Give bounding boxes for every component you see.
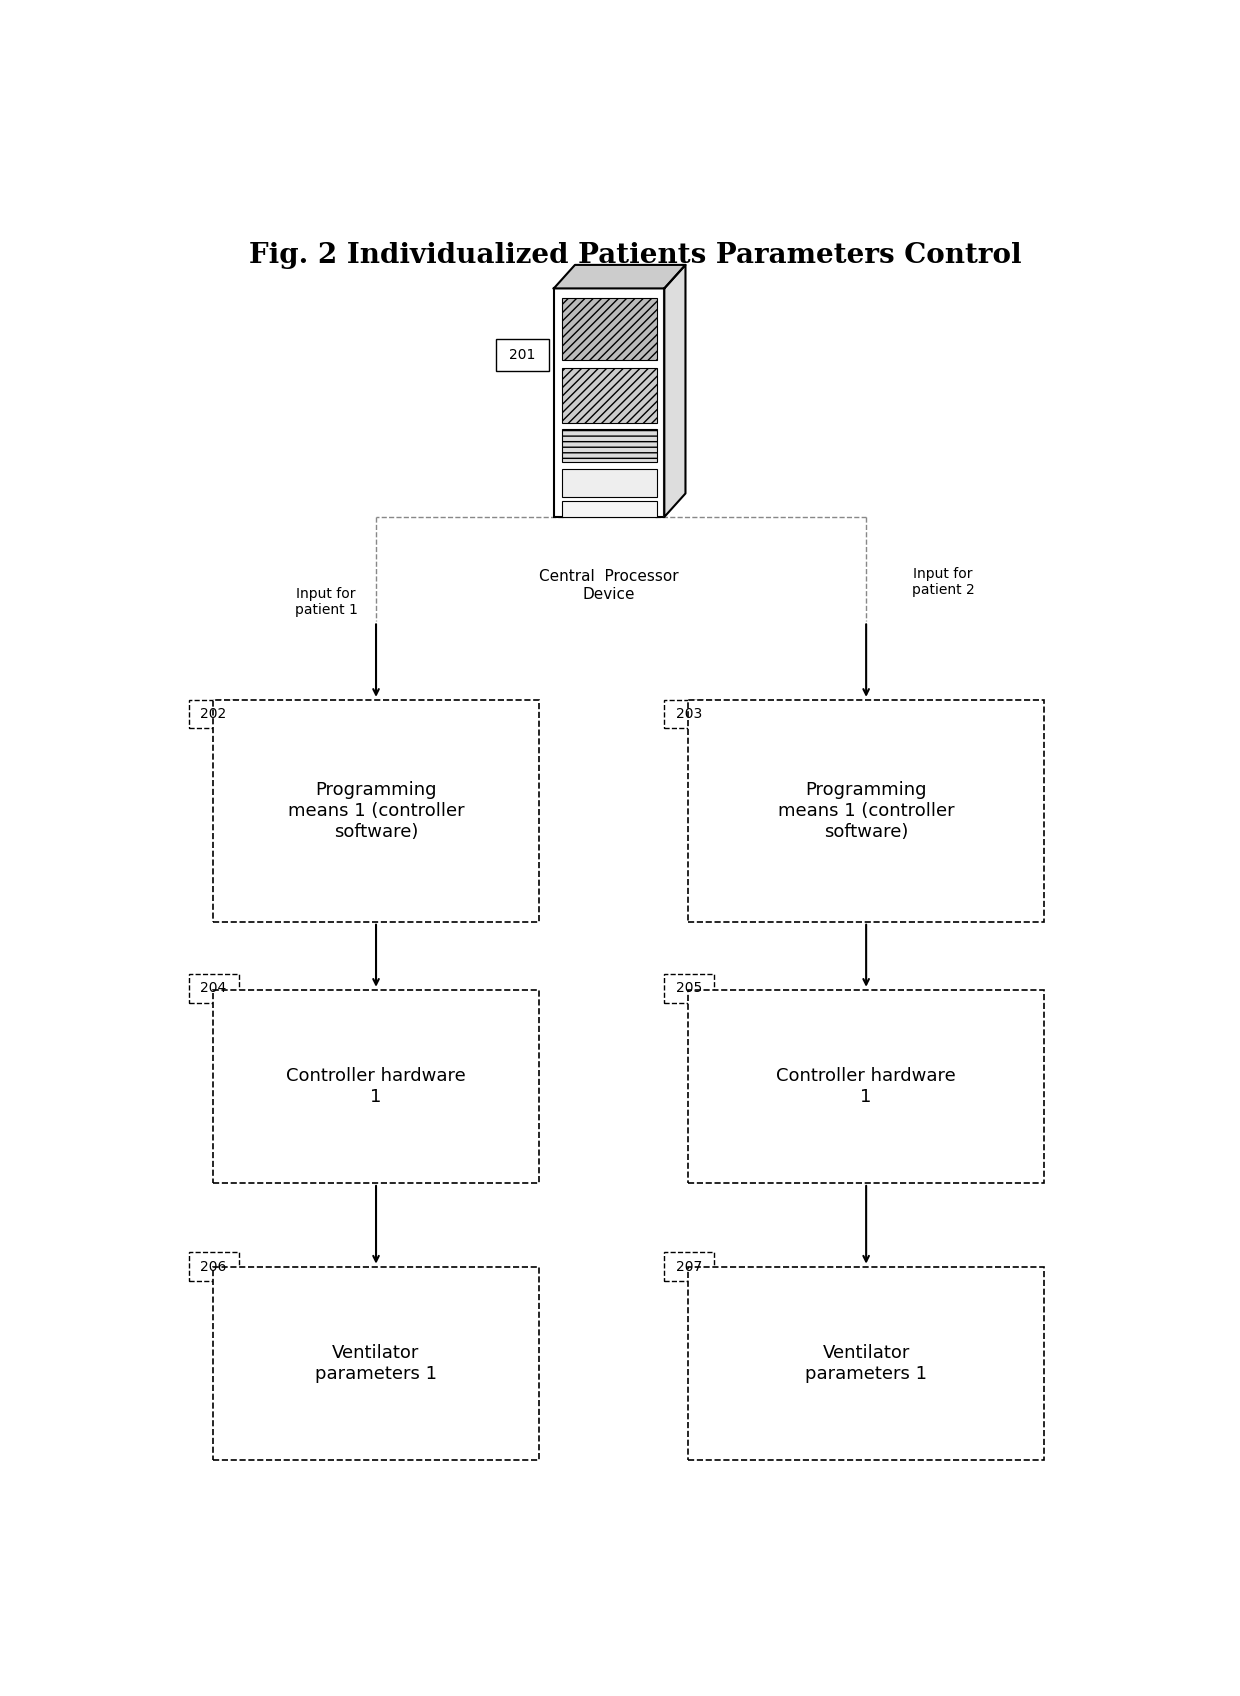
Text: 207: 207 <box>676 1260 702 1274</box>
Text: 202: 202 <box>201 707 227 721</box>
Bar <box>562 502 657 517</box>
Polygon shape <box>665 265 686 517</box>
Bar <box>213 700 539 923</box>
Text: Controller hardware
1: Controller hardware 1 <box>776 1067 956 1106</box>
Text: Programming
means 1 (controller
software): Programming means 1 (controller software… <box>777 780 955 841</box>
Text: 201: 201 <box>510 348 536 361</box>
Text: Ventilator
parameters 1: Ventilator parameters 1 <box>315 1343 436 1382</box>
Text: 206: 206 <box>201 1260 227 1274</box>
Bar <box>562 468 657 497</box>
Bar <box>562 297 657 360</box>
Text: Controller hardware
1: Controller hardware 1 <box>286 1067 466 1106</box>
Text: Input for
patient 1: Input for patient 1 <box>295 587 357 617</box>
Bar <box>688 990 1044 1184</box>
Text: 204: 204 <box>201 982 227 996</box>
Bar <box>562 368 657 422</box>
Text: Ventilator
parameters 1: Ventilator parameters 1 <box>805 1343 928 1382</box>
Bar <box>554 288 665 517</box>
Text: Programming
means 1 (controller
software): Programming means 1 (controller software… <box>288 780 464 841</box>
Bar <box>665 1252 714 1280</box>
Bar <box>665 974 714 1002</box>
Bar <box>188 1252 238 1280</box>
Bar <box>665 700 714 729</box>
Text: Central  Processor
Device: Central Processor Device <box>538 570 678 602</box>
Text: Fig. 2 Individualized Patients Parameters Control: Fig. 2 Individualized Patients Parameter… <box>249 243 1022 270</box>
Bar <box>213 1267 539 1460</box>
Bar <box>496 339 549 371</box>
Bar <box>688 700 1044 923</box>
Bar <box>688 1267 1044 1460</box>
Text: 203: 203 <box>676 707 702 721</box>
Polygon shape <box>554 265 686 288</box>
Bar <box>213 990 539 1184</box>
Bar <box>562 429 657 461</box>
Bar <box>188 700 238 729</box>
Text: 205: 205 <box>676 982 702 996</box>
Text: Input for
patient 2: Input for patient 2 <box>911 566 975 597</box>
Bar <box>188 974 238 1002</box>
